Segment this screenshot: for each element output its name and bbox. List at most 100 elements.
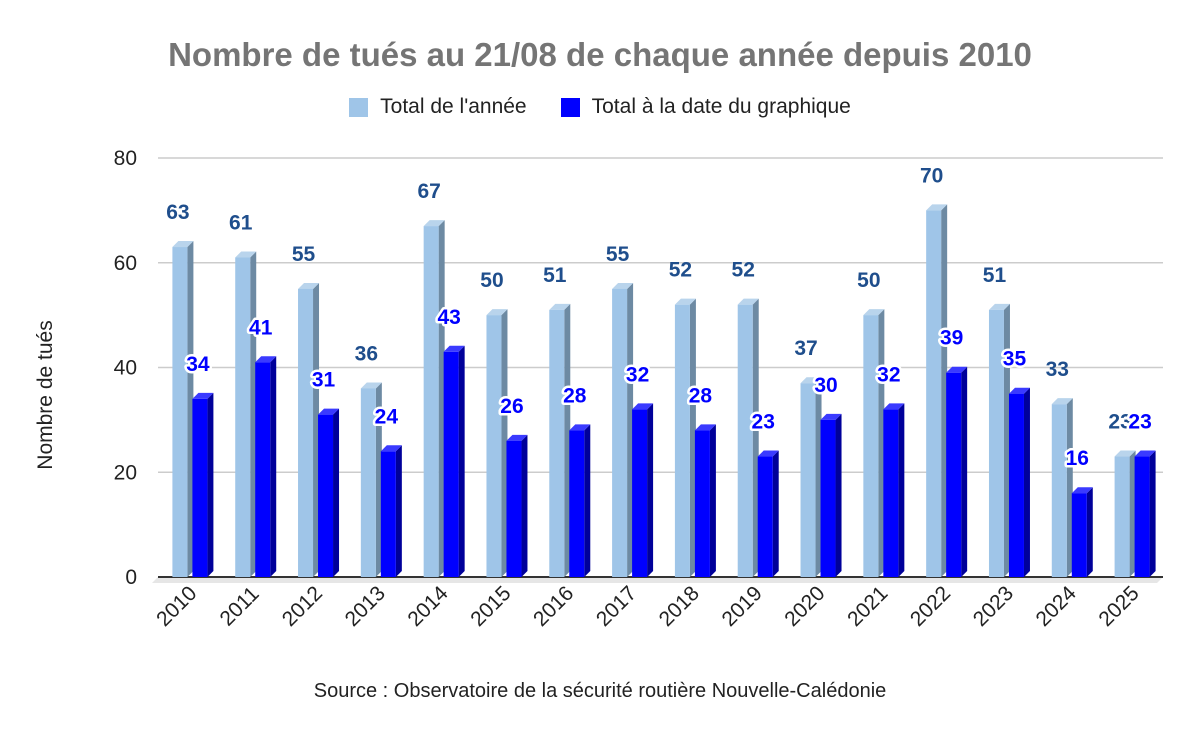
- bar-top-annee-2014: [423, 220, 445, 227]
- bar-date-2012: [318, 414, 334, 577]
- bar-top-date-2022: [946, 366, 968, 373]
- data-label-annee-2016: 51: [543, 264, 567, 287]
- bar-annee-2015: [486, 315, 502, 577]
- x-tick-label-2024: 2024: [1032, 582, 1082, 632]
- bar-top-date-2023: [1008, 387, 1030, 394]
- bar-side-date-2017: [647, 403, 654, 577]
- bar-top-annee-2010: [172, 241, 194, 248]
- bar-top-annee-2023: [988, 303, 1010, 310]
- data-label-annee-2023: 51: [983, 264, 1007, 287]
- data-label-date-2021: 32: [877, 363, 900, 386]
- data-label-date-2016: 28: [563, 384, 587, 407]
- x-tick-label-2017: 2017: [592, 582, 641, 631]
- chart-floor: [152, 577, 1163, 583]
- bar-annee-2011: [235, 257, 251, 577]
- bar-side-date-2016: [584, 424, 591, 577]
- y-tick-label-40: 40: [114, 357, 137, 380]
- bar-top-date-2016: [569, 424, 591, 431]
- x-tick-label-2015: 2015: [466, 582, 515, 631]
- data-label-annee-2015: 50: [480, 269, 503, 292]
- x-tick-label-2019: 2019: [717, 582, 766, 631]
- x-tick-label-2010: 2010: [152, 582, 201, 631]
- bar-annee-2019: [737, 304, 753, 577]
- bar-side-annee-2013: [375, 382, 382, 577]
- bar-top-annee-2015: [486, 309, 508, 316]
- bar-top-annee-2019: [737, 298, 759, 305]
- bar-side-annee-2011: [250, 251, 257, 577]
- bar-side-date-2010: [207, 392, 214, 577]
- bar-side-date-2013: [395, 445, 402, 577]
- bar-date-2024: [1071, 493, 1087, 577]
- x-tick-label-2018: 2018: [655, 582, 704, 631]
- bar-side-annee-2012: [313, 282, 320, 577]
- bar-side-annee-2016: [564, 303, 571, 577]
- bar-top-annee-2021: [863, 309, 885, 316]
- bar-side-date-2018: [709, 424, 716, 577]
- bar-annee-2016: [549, 309, 565, 577]
- data-label-date-2022: 39: [940, 327, 963, 350]
- bar-side-annee-2019: [752, 298, 759, 577]
- legend-item-total-annee[interactable]: Total de l'année: [349, 95, 527, 119]
- bar-top-annee-2016: [549, 303, 571, 310]
- bar-annee-2022: [926, 210, 942, 577]
- bar-top-date-2012: [318, 408, 340, 415]
- bar-annee-2023: [988, 309, 1004, 577]
- bar-side-annee-2020: [815, 377, 822, 577]
- bar-annee-2020: [800, 383, 816, 577]
- data-label-annee-2011: 61: [229, 212, 253, 235]
- bar-date-2014: [443, 351, 459, 577]
- bar-date-2011: [255, 362, 271, 577]
- bar-side-annee-2014: [438, 220, 445, 577]
- data-label-date-2025: 23: [1128, 411, 1151, 434]
- data-label-date-2023: 35: [1003, 348, 1027, 371]
- data-label-date-2024: 16: [1066, 447, 1089, 470]
- bar-date-2021: [883, 409, 899, 577]
- bar-top-date-2018: [694, 424, 716, 431]
- x-tick-label-2011: 2011: [216, 582, 264, 630]
- x-tick-label-2013: 2013: [341, 582, 390, 631]
- bar-date-2019: [757, 456, 773, 577]
- chart-title: Nombre de tués au 21/08 de chaque année …: [168, 36, 1032, 73]
- data-label-date-2018: 28: [689, 384, 713, 407]
- data-label-annee-2019: 52: [732, 259, 755, 282]
- bar-top-date-2010: [192, 392, 214, 399]
- data-label-annee-2025: 23: [1108, 411, 1131, 434]
- bar-annee-2012: [298, 288, 314, 577]
- x-tick-label-2023: 2023: [969, 582, 1018, 631]
- x-tick-label-2012: 2012: [278, 582, 327, 631]
- bar-top-date-2013: [380, 445, 402, 452]
- data-label-date-2013: 24: [375, 405, 399, 428]
- bar-date-2015: [506, 440, 522, 577]
- data-label-annee-2017: 55: [606, 243, 630, 266]
- bar-side-annee-2023: [1003, 303, 1010, 577]
- x-tick-label-2016: 2016: [529, 582, 578, 631]
- bar-annee-2013: [360, 388, 376, 577]
- bar-top-date-2015: [506, 434, 528, 441]
- bar-date-2020: [820, 419, 836, 577]
- data-label-annee-2020: 37: [794, 337, 817, 360]
- bar-top-annee-2011: [235, 251, 257, 258]
- source-note: Source : Observatoire de la sécurité rou…: [313, 680, 887, 702]
- chart-legend: Total de l'année Total à la date du grap…: [0, 95, 1200, 119]
- data-label-date-2011: 41: [249, 316, 273, 339]
- bar-side-annee-2025: [1129, 450, 1136, 577]
- bar-top-annee-2018: [674, 298, 696, 305]
- data-label-date-2020: 30: [814, 374, 837, 397]
- bar-side-date-2020: [835, 413, 842, 577]
- bar-annee-2018: [674, 304, 690, 577]
- bar-annee-2021: [863, 315, 879, 577]
- x-tick-label-2020: 2020: [780, 582, 829, 631]
- x-tick-label-2014: 2014: [403, 582, 453, 632]
- bar-top-annee-2013: [360, 382, 382, 389]
- x-tick-label-2022: 2022: [906, 582, 955, 631]
- bar-date-2018: [694, 430, 710, 577]
- bar-side-annee-2021: [878, 309, 885, 577]
- bar-side-date-2024: [1086, 487, 1093, 577]
- data-label-annee-2013: 36: [355, 342, 378, 365]
- bar-date-2017: [632, 409, 648, 577]
- x-tick-label-2025: 2025: [1094, 582, 1143, 631]
- bar-side-date-2022: [961, 366, 968, 577]
- bar-side-annee-2024: [1066, 398, 1073, 577]
- legend-item-total-date[interactable]: Total à la date du graphique: [560, 95, 851, 119]
